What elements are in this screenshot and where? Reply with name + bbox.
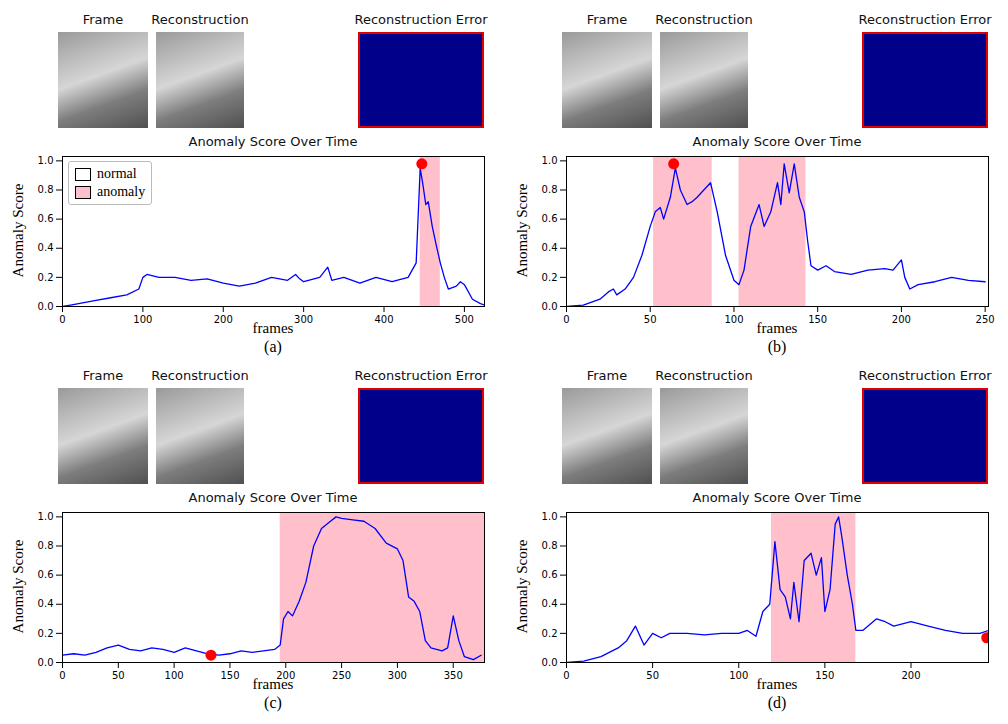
svg-text:50: 50: [646, 670, 659, 681]
svg-text:50: 50: [112, 670, 125, 681]
svg-text:100: 100: [165, 670, 184, 681]
svg-text:1.0: 1.0: [542, 155, 558, 166]
svg-text:50: 50: [644, 314, 657, 325]
svg-text:0: 0: [59, 314, 65, 325]
svg-text:0.0: 0.0: [38, 657, 54, 668]
svg-text:1.0: 1.0: [542, 511, 558, 522]
svg-text:200: 200: [892, 314, 911, 325]
svg-text:250: 250: [976, 314, 995, 325]
svg-text:0.6: 0.6: [38, 213, 54, 224]
svg-text:0.2: 0.2: [542, 272, 558, 283]
svg-text:0.8: 0.8: [38, 540, 54, 551]
svg-text:0.0: 0.0: [542, 657, 558, 668]
svg-text:1.0: 1.0: [38, 511, 54, 522]
svg-text:0.0: 0.0: [38, 301, 54, 312]
svg-text:150: 150: [815, 670, 834, 681]
svg-text:100: 100: [724, 314, 743, 325]
svg-text:0.4: 0.4: [542, 598, 558, 609]
svg-text:0.0: 0.0: [542, 301, 558, 312]
svg-text:100: 100: [133, 314, 152, 325]
svg-text:0: 0: [59, 670, 65, 681]
svg-text:500: 500: [455, 314, 474, 325]
svg-text:200: 200: [214, 314, 233, 325]
svg-text:0: 0: [563, 314, 569, 325]
svg-text:150: 150: [808, 314, 827, 325]
svg-text:0.2: 0.2: [38, 272, 54, 283]
svg-text:150: 150: [220, 670, 239, 681]
svg-text:200: 200: [901, 670, 920, 681]
svg-text:100: 100: [729, 670, 748, 681]
svg-text:350: 350: [444, 670, 463, 681]
svg-text:0.6: 0.6: [542, 569, 558, 580]
svg-text:0.4: 0.4: [542, 242, 558, 253]
svg-text:0.4: 0.4: [38, 598, 54, 609]
svg-text:0: 0: [563, 670, 569, 681]
svg-text:0.2: 0.2: [542, 628, 558, 639]
svg-text:0.8: 0.8: [542, 540, 558, 551]
svg-text:1.0: 1.0: [38, 155, 54, 166]
svg-text:250: 250: [332, 670, 351, 681]
svg-text:400: 400: [374, 314, 393, 325]
svg-text:0.8: 0.8: [542, 184, 558, 195]
svg-text:0.6: 0.6: [542, 213, 558, 224]
svg-text:0.8: 0.8: [38, 184, 54, 195]
svg-text:0.2: 0.2: [38, 628, 54, 639]
svg-text:300: 300: [388, 670, 407, 681]
svg-text:300: 300: [294, 314, 313, 325]
svg-text:0.4: 0.4: [38, 242, 54, 253]
svg-text:0.6: 0.6: [38, 569, 54, 580]
